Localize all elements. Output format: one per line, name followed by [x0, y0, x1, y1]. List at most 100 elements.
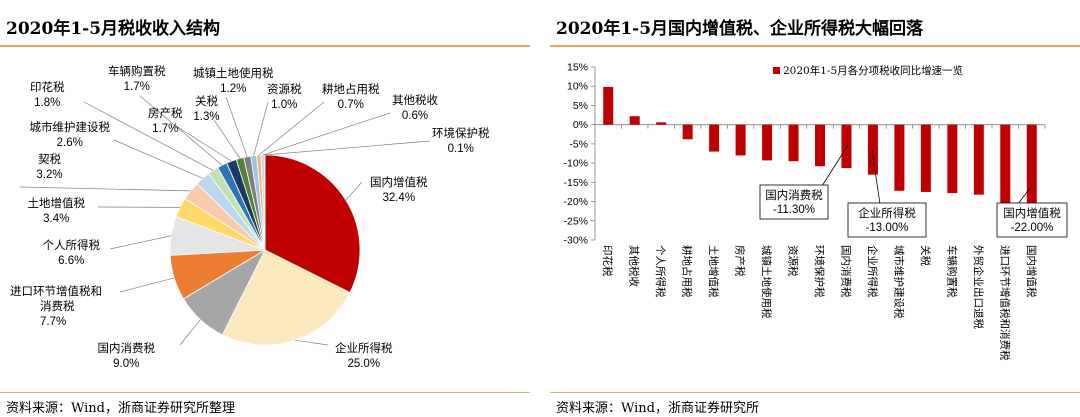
- slice-value-label: 0.6%: [402, 110, 428, 122]
- pie-slice: [221, 249, 351, 346]
- x-tick-label: 环境保护税: [813, 245, 826, 298]
- leader-line: [345, 181, 363, 201]
- slice-name-label: 环境保护税: [432, 126, 490, 140]
- source-rule: [550, 392, 1080, 393]
- y-tick-label: 10%: [567, 81, 588, 93]
- y-tick-label: 5%: [573, 100, 588, 112]
- x-tick-label: 车辆购置税: [945, 245, 958, 298]
- annotation-leader: [871, 149, 881, 205]
- y-tick-label: -25%: [563, 215, 588, 227]
- annotation-box: [996, 202, 1068, 238]
- slice-value-label: 1.0%: [271, 99, 297, 111]
- y-tick-label: 15%: [567, 62, 588, 74]
- slice-value-label: 25.0%: [347, 358, 380, 370]
- bar: [815, 124, 825, 167]
- slice-value-label: 1.2%: [220, 83, 246, 95]
- bar: [682, 124, 693, 140]
- bar-chart-source: 资料来源：Wind，浙商证券研究所: [556, 401, 759, 416]
- x-tick-label: 外贸企业出口退税: [972, 245, 985, 329]
- leader-line: [179, 319, 201, 346]
- leader-line: [253, 101, 269, 156]
- slice-name-label: 房产税: [148, 106, 183, 120]
- leader-line: [213, 119, 241, 159]
- x-tick-label: 国内消费税: [839, 245, 852, 298]
- leader-line: [113, 139, 203, 179]
- slice-name-label: 消费税: [40, 299, 75, 313]
- x-tick-label: 企业所得税: [866, 245, 879, 298]
- y-tick-label: 0%: [573, 119, 588, 131]
- slice-name-label: 进口环节增值税和: [10, 284, 102, 298]
- bar-chart-panel: 2020年1-5月国内增值税、企业所得税大幅回落 15% 10% 5% 0% -5% -1…: [550, 0, 1080, 417]
- bar: [841, 124, 852, 169]
- annotation-name: 国内增值税: [1003, 206, 1061, 220]
- slice-name-label: 个人所得税: [43, 238, 101, 252]
- title-rule: [550, 45, 1080, 47]
- slice-name-label: 其他税收: [392, 93, 438, 107]
- slice-value-label: 2.6%: [57, 137, 83, 149]
- leader-line: [264, 140, 431, 156]
- bar: [947, 124, 958, 194]
- slice-name-label: 城镇土地使用税: [193, 66, 274, 80]
- bar: [629, 116, 640, 125]
- pie-chart-panel: 2020年1-5月税收收入结构 国内增值税 32.4% 企业所得税 25.0% 国内消费…: [0, 0, 530, 417]
- source-rule: [0, 392, 530, 393]
- pie-chart-source: 资料来源：Wind，浙商证券研究所整理: [6, 401, 235, 416]
- bar: [1026, 124, 1037, 210]
- annotation-value: -22.00%: [1011, 222, 1054, 234]
- slice-value-label: 3.4%: [43, 213, 69, 225]
- annotation-value: -11.30%: [773, 204, 815, 216]
- y-tick-label: -15%: [563, 177, 588, 189]
- slice-value-label: 9.0%: [113, 358, 139, 370]
- slice-name-label: 契税: [38, 152, 61, 166]
- slice-value-label: 1.7%: [152, 123, 178, 135]
- slice-value-label: 1.7%: [124, 81, 150, 93]
- leader-line: [83, 101, 214, 171]
- slice-value-label: 1.3%: [193, 111, 219, 123]
- leader-line: [109, 235, 172, 250]
- bar: [762, 124, 773, 161]
- y-tick-label: -5%: [569, 138, 588, 150]
- leader-line: [262, 112, 391, 156]
- slice-name-label: 关税: [195, 94, 218, 108]
- x-tick-label: 城市维护建设税: [892, 245, 905, 319]
- bar: [709, 124, 720, 152]
- x-tick-label: 国内增值税: [1025, 245, 1038, 298]
- annotation-value: -13.00%: [866, 222, 909, 234]
- x-tick-label: 进口环节增值税和消费税: [998, 245, 1011, 361]
- leader-line: [258, 101, 325, 156]
- bar: [1000, 124, 1011, 204]
- legend-label: 2020年1-5月各分项税收同比增速一览: [783, 64, 963, 77]
- bar: [973, 124, 984, 195]
- bar: [788, 124, 799, 162]
- leader-line: [175, 125, 232, 162]
- slice-name-label: 国内消费税: [98, 341, 156, 355]
- slice-value-label: 7.7%: [40, 316, 66, 328]
- annotation-name: 企业所得税: [858, 206, 916, 220]
- leader-line: [225, 96, 248, 157]
- slice-name-label: 城市维护建设税: [30, 120, 111, 134]
- annotation-box: [847, 202, 927, 238]
- bar: [656, 122, 667, 125]
- leader-line: [119, 277, 175, 293]
- y-tick-label: -10%: [563, 158, 588, 170]
- annotation-leader: [1017, 187, 1031, 205]
- bar: [603, 86, 614, 125]
- bar: [735, 124, 746, 156]
- y-tick-label: -20%: [563, 196, 588, 208]
- slice-name-label: 企业所得税: [335, 341, 393, 355]
- slice-value-label: 3.2%: [36, 169, 62, 181]
- annotation-box: [759, 184, 829, 220]
- bar-chart-title: 2020年1-5月国内增值税、企业所得税大幅回落: [556, 19, 924, 39]
- bar: [867, 124, 878, 175]
- x-tick-label: 房产税: [734, 245, 747, 277]
- y-tick-label: -30%: [563, 235, 588, 247]
- x-tick-label: 关税: [919, 245, 932, 266]
- x-tick-label: 资源税: [787, 245, 800, 277]
- slice-name-label: 耕地占用税: [322, 82, 380, 96]
- annotation-name: 国内消费税: [765, 188, 823, 202]
- x-tick-label: 其他税收: [628, 245, 641, 287]
- slice-value-label: 0.1%: [448, 143, 474, 155]
- leader-line: [19, 186, 191, 192]
- slice-value-label: 6.6%: [58, 255, 84, 267]
- slice-name-label: 资源税: [267, 82, 302, 96]
